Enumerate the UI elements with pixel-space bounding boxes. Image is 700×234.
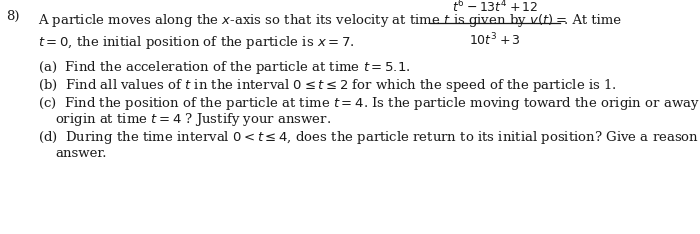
Text: A particle moves along the $x$-axis so that its velocity at time $t$ is given by: A particle moves along the $x$-axis so t…	[38, 12, 567, 29]
Text: (d)  During the time interval $0 < t \leq 4$, does the particle return to its in: (d) During the time interval $0 < t \leq…	[38, 129, 700, 146]
Text: . At time: . At time	[564, 14, 621, 27]
Text: $t^6 - 13t^4 + 12$: $t^6 - 13t^4 + 12$	[452, 0, 538, 15]
Text: $10t^3 + 3$: $10t^3 + 3$	[469, 32, 521, 49]
Text: (a)  Find the acceleration of the particle at time $t = 5.1$.: (a) Find the acceleration of the particl…	[38, 59, 411, 76]
Text: (b)  Find all values of $t$ in the interval $0 \leq t \leq 2$ for which the spee: (b) Find all values of $t$ in the interv…	[38, 77, 617, 94]
Text: $t = 0$, the initial position of the particle is $x = 7$.: $t = 0$, the initial position of the par…	[38, 34, 355, 51]
Text: answer.: answer.	[55, 147, 106, 160]
Text: (c)  Find the position of the particle at time $t = 4$. Is the particle moving t: (c) Find the position of the particle at…	[38, 95, 700, 112]
Text: origin at time $t = 4$ ? Justify your answer.: origin at time $t = 4$ ? Justify your an…	[55, 111, 331, 128]
Text: 8): 8)	[6, 10, 20, 23]
